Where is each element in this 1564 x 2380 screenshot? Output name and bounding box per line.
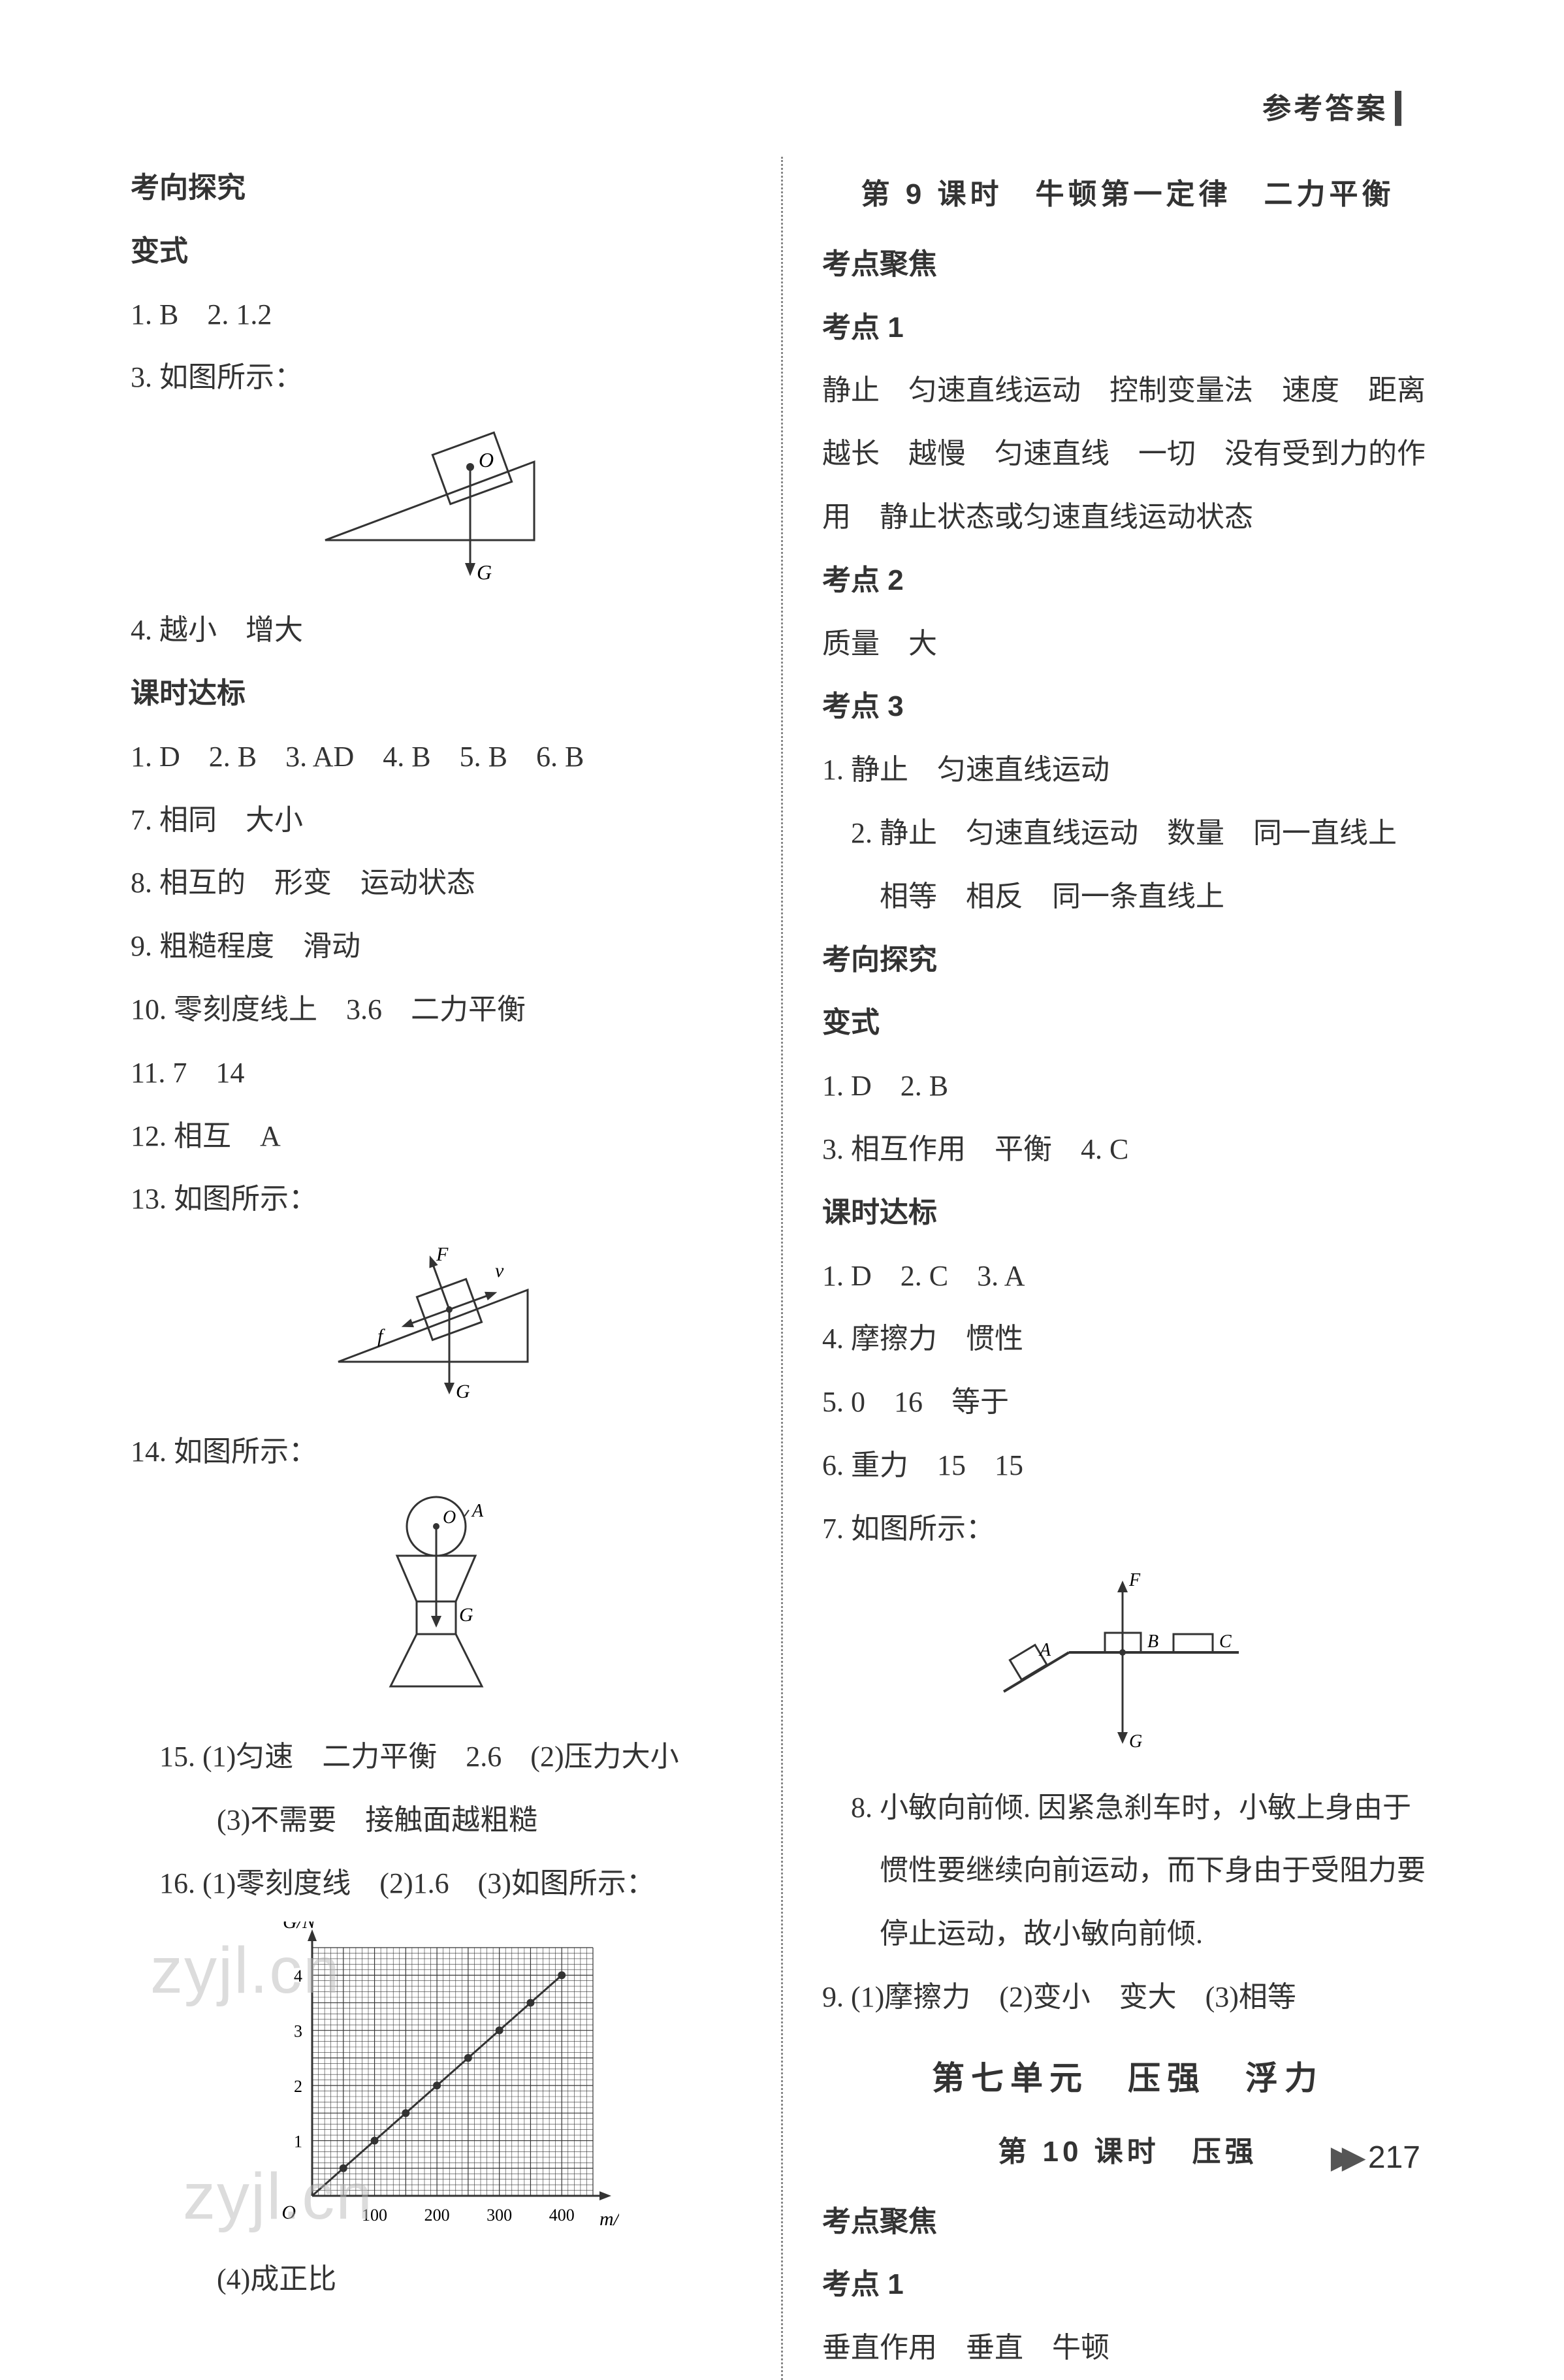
answer-line: 2. 静止 匀速直线运动 数量 同一直线上 相等 相反 同一条直线上 xyxy=(822,802,1433,929)
label-G: G xyxy=(1129,1731,1142,1752)
answer-line: 16. (1)零刻度线 (2)1.6 (3)如图所示： xyxy=(131,1852,742,1916)
answer-line: 3. 相互作用 平衡 4. C xyxy=(822,1118,1433,1182)
incline-gravity-diagram: O G xyxy=(312,416,560,586)
page-header: 参考答案▎ xyxy=(1262,85,1420,127)
label-A: A xyxy=(471,1501,484,1521)
figure-3: O G xyxy=(131,416,742,586)
incline-forces-diagram: F v f G xyxy=(319,1238,554,1407)
page-number-value: 217 xyxy=(1368,2140,1420,2175)
heading-kaodian: 考点聚焦 xyxy=(822,233,1433,297)
figure-13: F v f G xyxy=(131,1238,742,1407)
label-G: G xyxy=(456,1381,470,1402)
label-A: A xyxy=(1038,1640,1051,1660)
heading-kaoxiang-r: 考向探究 xyxy=(822,929,1433,992)
page-number: 217 xyxy=(1331,2139,1420,2176)
answer-line: 7. 如图所示： xyxy=(822,1498,1433,1561)
answer-line: 3. 如图所示： xyxy=(131,346,742,410)
answer-line: 10. 零刻度线上 3.6 二力平衡 xyxy=(131,978,742,1042)
figure-7-right: A B C F G xyxy=(822,1568,1433,1763)
svg-text:m/g: m/g xyxy=(599,2208,619,2230)
svg-text:G/N: G/N xyxy=(283,1922,317,1933)
answer-line: 静止 匀速直线运动 控制变量法 速度 距离越长 越慢 匀速直线 一切 没有受到力… xyxy=(822,359,1433,549)
label-G: G xyxy=(459,1604,473,1626)
column-divider xyxy=(781,157,783,2380)
answer-line: 12. 相互 A xyxy=(131,1105,742,1168)
answer-line: 13. 如图所示： xyxy=(131,1168,742,1231)
answer-line: 垂直作用 垂直 牛顿 xyxy=(822,2317,1433,2380)
answer-line: 8. 相互的 形变 运动状态 xyxy=(131,852,742,915)
heading-kaodian-2: 考点聚焦 xyxy=(822,2191,1433,2254)
svg-text:2: 2 xyxy=(294,2077,302,2096)
answer-line: 4. 越小 增大 xyxy=(131,599,742,662)
label-F: F xyxy=(436,1244,449,1265)
svg-text:1: 1 xyxy=(294,2132,302,2151)
header-title: 参考答案 xyxy=(1262,93,1388,125)
answer-line: 5. 0 16 等于 xyxy=(822,1371,1433,1434)
heading-kd2: 考点 2 xyxy=(822,549,1433,613)
heading-kd3: 考点 3 xyxy=(822,675,1433,739)
content-area: 考向探究 变式 1. B 2. 1.2 3. 如图所示： O G 4. 越小 增… xyxy=(131,157,1433,2380)
answer-line: 1. D 2. C 3. A xyxy=(822,1245,1433,1308)
answer-line: 1. D 2. B 3. AD 4. B 5. B 6. B xyxy=(131,726,742,789)
answer-line: 1. B 2. 1.2 xyxy=(131,283,742,347)
lesson-title-9: 第 9 课时 牛顿第一定律 二力平衡 xyxy=(822,163,1433,227)
heading-kd1-2: 考点 1 xyxy=(822,2253,1433,2317)
svg-text:300: 300 xyxy=(487,2206,512,2225)
answer-line: 1. D 2. B xyxy=(822,1055,1433,1118)
figure-14: O A G xyxy=(131,1490,742,1713)
header-bar: ▎ xyxy=(1396,92,1420,125)
answer-line: 7. 相同 大小 xyxy=(131,789,742,852)
answer-line: (3)不需要 接触面越粗糙 xyxy=(131,1789,742,1852)
label-v: v xyxy=(495,1260,504,1281)
answer-line: 9. 粗糙程度 滑动 xyxy=(131,915,742,978)
answer-line: 9. (1)摩擦力 (2)变小 变大 (3)相等 xyxy=(822,1966,1433,2029)
label-F: F xyxy=(1128,1570,1141,1590)
answer-line: 15. (1)匀速 二力平衡 2.6 (2)压力大小 xyxy=(131,1726,742,1789)
answer-line: 6. 重力 15 15 xyxy=(822,1434,1433,1498)
heading-kaoxiang: 考向探究 xyxy=(131,157,742,220)
label-O: O xyxy=(479,448,494,472)
svg-text:400: 400 xyxy=(549,2206,575,2225)
heading-keshi-r: 课时达标 xyxy=(822,1182,1433,1245)
trophy-gravity-diagram: O A G xyxy=(351,1490,521,1713)
svg-text:200: 200 xyxy=(424,2206,450,2225)
answer-line: 8. 小敏向前倾. 因紧急刹车时，小敏上身由于惯性要继续向前运动，而下身由于受阻… xyxy=(822,1777,1433,1966)
label-B: B xyxy=(1147,1632,1158,1652)
right-column: 第 9 课时 牛顿第一定律 二力平衡 考点聚焦 考点 1 静止 匀速直线运动 控… xyxy=(822,157,1433,2380)
label-C: C xyxy=(1219,1632,1232,1652)
force-ABC-diagram: A B C F G xyxy=(978,1568,1278,1763)
answer-line: 4. 摩擦力 惯性 xyxy=(822,1308,1433,1371)
heading-bianshi: 变式 xyxy=(131,220,742,283)
watermark: zyjl.cn xyxy=(183,2159,374,2234)
heading-kd1: 考点 1 xyxy=(822,297,1433,360)
label-O: O xyxy=(443,1507,456,1528)
answer-line: (4)成正比 xyxy=(131,2248,742,2311)
answer-line: 14. 如图所示： xyxy=(131,1421,742,1484)
heading-bianshi-r: 变式 xyxy=(822,991,1433,1055)
heading-keshi: 课时达标 xyxy=(131,662,742,726)
answer-line: 质量 大 xyxy=(822,613,1433,676)
svg-text:3: 3 xyxy=(294,2022,302,2041)
watermark: zyjl.cn xyxy=(150,1933,341,2008)
answer-line: 11. 7 14 xyxy=(131,1042,742,1105)
label-G: G xyxy=(477,560,492,584)
answer-line: 1. 静止 匀速直线运动 xyxy=(822,739,1433,802)
unit-title-7: 第七单元 压强 浮力 xyxy=(822,2042,1433,2114)
left-column: 考向探究 变式 1. B 2. 1.2 3. 如图所示： O G 4. 越小 增… xyxy=(131,157,742,2380)
